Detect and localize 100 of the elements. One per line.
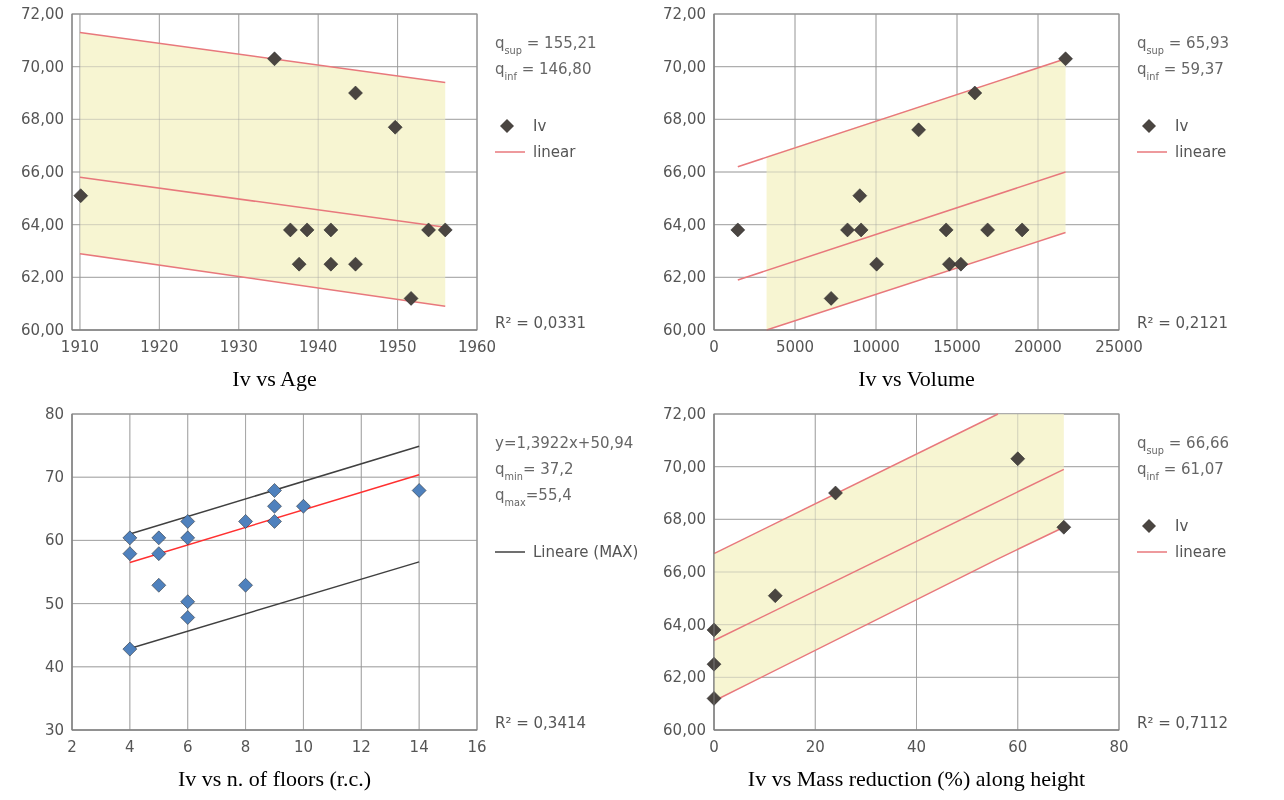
text: R² = 0,3414 [495,714,587,732]
point [348,256,363,272]
x-tick-label: 2 [67,738,77,756]
y-tick-label: 68,00 [663,110,706,129]
y-tick-label: 50 [44,594,64,613]
point [411,483,427,498]
y-tick-label: 60,00 [663,321,706,339]
x-tick-label: 0 [709,338,719,356]
y-tick-label: 64,00 [663,215,706,234]
point [283,222,298,238]
point [706,656,722,672]
text: q$_{inf}$ = 61,07 [1137,460,1224,482]
point [911,122,926,138]
point [238,578,253,593]
y-tick-label: 60 [44,531,64,550]
point [180,530,195,546]
x-tick-label: 10 [293,738,313,756]
text: q$_{sup}$ = 65,93 [1137,34,1230,56]
x-tick-label: 1920 [140,338,179,356]
point [151,530,167,546]
x-tick-label: 1960 [457,338,497,356]
text: R² = 0,7112 [1137,714,1229,732]
x-tick-label: 1930 [219,338,258,356]
y-tick-label: 30 [44,721,64,739]
x-tick-label: 0 [709,738,719,756]
point [421,222,436,238]
point [980,222,995,238]
point [942,256,957,272]
y-tick-label: 64,00 [663,615,706,634]
y-tick-label: 60,00 [663,721,706,739]
x-tick-label: 12 [351,738,371,756]
point [180,514,195,529]
point [840,222,855,238]
y-tick-label: 72,00 [663,5,706,23]
x-tick-label: 10000 [852,338,900,356]
y-tick-label: 66,00 [663,563,706,581]
x-tick-label: 4 [125,738,135,756]
y-tick-label: 68,00 [663,510,706,529]
y-tick-label: 80 [44,405,64,423]
point [403,291,419,306]
point [768,588,783,603]
legend-label: lineare [1175,143,1227,161]
point [267,483,282,498]
y-tick-label: 40 [44,657,64,676]
text: q$_{sup}$ = 155,21 [495,34,597,56]
point [151,546,167,561]
y-tick-label: 70,00 [663,57,706,76]
point [1056,519,1072,535]
point [387,119,403,135]
point [938,222,954,238]
x-tick-label: 15000 [933,338,981,356]
point [122,530,138,546]
text: R² = 0,0331 [495,314,587,332]
point [953,256,969,272]
x-axis-title: Iv vs Mass reduction (%) along height [747,766,1086,791]
y-tick-label: 68,00 [21,110,64,129]
text: R² = 0,2121 [1137,314,1229,332]
point [437,222,453,238]
point [853,222,869,238]
x-tick-label: 40 [906,738,927,756]
point [291,256,307,272]
point [348,85,363,101]
x-tick-label: 16 [467,738,487,756]
legend-label: Iv [1175,517,1189,535]
y-tick-label: 70 [44,468,64,487]
y-tick-label: 72,00 [663,405,706,423]
point [122,641,138,657]
legend-label: Iv [1175,117,1189,135]
point [1014,222,1030,238]
x-tick-label: 1950 [378,338,417,356]
x-axis-title: Iv vs Volume [858,366,975,391]
point [823,291,839,306]
legend-label: Lineare (MAX) [533,543,639,561]
point [967,85,983,101]
point [180,610,195,625]
x-tick-label: 8 [240,738,251,756]
point [267,51,282,67]
y-tick-label: 70,00 [21,57,64,76]
y-tick-label: 70,00 [663,457,706,476]
y-tick-label: 60,00 [21,321,64,339]
x-axis-title: Iv vs n. of floors (r.c.) [177,766,372,791]
text: q$_{sup}$ = 66,66 [1137,434,1230,456]
y-tick-label: 62,00 [663,668,706,687]
point [852,188,868,203]
point [122,546,138,561]
y-tick-label: 66,00 [21,163,64,181]
point [151,578,167,593]
point [706,691,722,706]
point [1058,51,1073,67]
point [1010,451,1025,467]
x-tick-label: 5000 [775,338,815,356]
y-tick-label: 66,00 [663,163,706,181]
text: q$_{min}$= 37,2 [495,460,574,482]
legend-label: linear [533,143,577,161]
x-tick-label: 1940 [299,338,338,356]
point [296,499,311,514]
x-tick-label: 20 [805,738,825,756]
text: q$_{inf}$ = 59,37 [1137,60,1224,82]
x-tick-label: 1910 [60,338,100,356]
point [869,256,884,272]
